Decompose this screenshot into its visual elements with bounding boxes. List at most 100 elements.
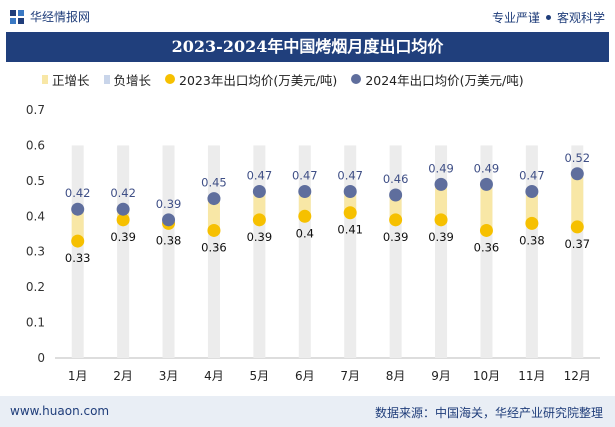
data-label-2024: 0.45 xyxy=(201,176,227,190)
y-tick-label: 0.7 xyxy=(26,103,45,117)
growth-bar xyxy=(389,195,402,220)
top-bar: 华经情报网 专业严谨 客观科学 xyxy=(0,0,615,32)
data-label-2024: 0.47 xyxy=(247,168,273,182)
x-tick-label: 5月 xyxy=(250,369,270,383)
legend-label-2023: 2023年出口均价(万美元/吨) xyxy=(179,72,338,88)
growth-bar xyxy=(298,191,311,217)
data-label-2023: 0.33 xyxy=(65,251,91,265)
growth-bar xyxy=(571,173,584,227)
column-background-bar xyxy=(162,145,175,358)
tagline-dot-icon xyxy=(545,15,551,20)
data-label-2024: 0.42 xyxy=(110,186,136,200)
point-2023 xyxy=(389,213,403,227)
point-2024 xyxy=(207,192,221,206)
growth-bar xyxy=(525,191,538,224)
point-2023 xyxy=(570,220,584,234)
y-tick-label: 0.4 xyxy=(26,209,45,223)
column-background-bar xyxy=(435,145,448,358)
legend-marker-2023 xyxy=(165,74,176,84)
data-label-2023: 0.38 xyxy=(519,233,545,247)
growth-bar xyxy=(435,184,448,220)
data-label-2024: 0.47 xyxy=(337,168,363,182)
legend-label-positive: 正增长 xyxy=(52,72,90,88)
y-tick-label: 0.3 xyxy=(26,245,45,259)
data-label-2023: 0.4 xyxy=(296,226,314,240)
data-label-2023: 0.37 xyxy=(564,237,590,251)
point-2024 xyxy=(389,188,403,202)
data-label-2023: 0.38 xyxy=(156,233,182,247)
data-label-2024: 0.47 xyxy=(292,168,318,182)
data-label-2024: 0.49 xyxy=(474,161,500,175)
point-2023 xyxy=(207,223,221,237)
point-2023 xyxy=(252,213,266,227)
brand-name: 华经情报网 xyxy=(30,10,91,24)
x-tick-label: 3月 xyxy=(159,369,179,383)
data-label-2024: 0.47 xyxy=(519,168,545,182)
point-2024 xyxy=(71,202,85,216)
x-tick-label: 2月 xyxy=(113,369,133,383)
point-2023 xyxy=(525,216,539,230)
chart-legend: 正增长 负增长 2023年出口均价(万美元/吨) 2024年出口均价(万美元/吨… xyxy=(42,70,538,88)
column-background-bar xyxy=(117,145,130,358)
tagline: 专业严谨 客观科学 xyxy=(492,9,605,26)
point-2023 xyxy=(343,206,357,220)
growth-bar xyxy=(253,191,266,220)
title-bar: 2023-2024年中国烤烟月度出口均价 xyxy=(6,32,609,62)
point-2024 xyxy=(116,202,130,216)
point-2024 xyxy=(525,184,539,198)
point-2024 xyxy=(343,184,357,198)
point-2024 xyxy=(298,184,312,198)
tagline-left: 专业严谨 xyxy=(491,11,540,25)
legend-item-positive: 正增长 xyxy=(42,70,90,89)
y-tick-label: 0 xyxy=(37,351,45,365)
data-label-2023: 0.39 xyxy=(428,230,454,244)
legend-item-2024: 2024年出口均价(万美元/吨) xyxy=(351,70,524,89)
growth-bar xyxy=(480,184,493,231)
footer-bar: www.huaon.com 数据来源：中国海关，华经产业研究院整理 xyxy=(0,396,615,427)
tagline-right: 客观科学 xyxy=(556,11,605,25)
brand-logo: 华经情报网 xyxy=(10,8,90,25)
y-tick-label: 0.6 xyxy=(26,138,45,152)
data-label-2023: 0.41 xyxy=(337,223,363,237)
data-label-2023: 0.39 xyxy=(110,230,136,244)
chart-plot: 0 0.1 0.2 0.3 0.4 0.5 0.6 0.7 1月 2月 3月 4月 5月 6月 7月 8月 9月… xyxy=(26,103,600,383)
point-2023 xyxy=(298,209,312,223)
legend-marker-2024 xyxy=(351,74,362,84)
footer-source: 数据来源：中国海关，华经产业研究院整理 xyxy=(374,406,603,420)
data-label-2023: 0.36 xyxy=(201,240,227,254)
legend-swatch-negative xyxy=(103,74,110,84)
legend-swatch-positive xyxy=(42,74,48,84)
point-2023 xyxy=(479,223,493,237)
point-2023 xyxy=(71,234,85,248)
y-tick-label: 0.1 xyxy=(26,316,45,330)
y-tick-label: 0.5 xyxy=(26,174,45,188)
data-label-2024: 0.52 xyxy=(564,151,590,165)
growth-bar xyxy=(207,198,220,231)
legend-label-negative: 负增长 xyxy=(113,72,152,88)
x-tick-label: 12月 xyxy=(564,369,591,383)
data-label-2023: 0.39 xyxy=(383,230,409,244)
footer-website: www.huaon.com xyxy=(10,404,110,418)
y-tick-label: 0.2 xyxy=(26,280,45,294)
legend-label-2024: 2024年出口均价(万美元/吨) xyxy=(365,72,524,88)
point-2023 xyxy=(434,213,448,227)
point-2024 xyxy=(479,177,493,191)
legend-item-2023: 2023年出口均价(万美元/吨) xyxy=(165,70,337,89)
data-label-2024: 0.39 xyxy=(156,197,182,211)
data-label-2023: 0.39 xyxy=(247,230,273,244)
x-tick-label: 6月 xyxy=(295,369,315,383)
x-tick-label: 4月 xyxy=(204,369,224,383)
x-tick-label: 10月 xyxy=(473,369,500,383)
data-label-2023: 0.36 xyxy=(474,240,500,254)
x-tick-label: 11月 xyxy=(518,369,545,383)
point-2024 xyxy=(162,213,176,227)
column-background-bar xyxy=(71,145,84,358)
point-2023 xyxy=(116,213,130,227)
legend-item-negative: 负增长 xyxy=(103,70,152,89)
chart-title: 2023-2024年中国烤烟月度出口均价 xyxy=(171,37,444,56)
point-2024 xyxy=(570,167,584,181)
x-tick-label: 9月 xyxy=(431,369,451,383)
point-2024 xyxy=(434,177,448,191)
x-tick-label: 8月 xyxy=(386,369,406,383)
